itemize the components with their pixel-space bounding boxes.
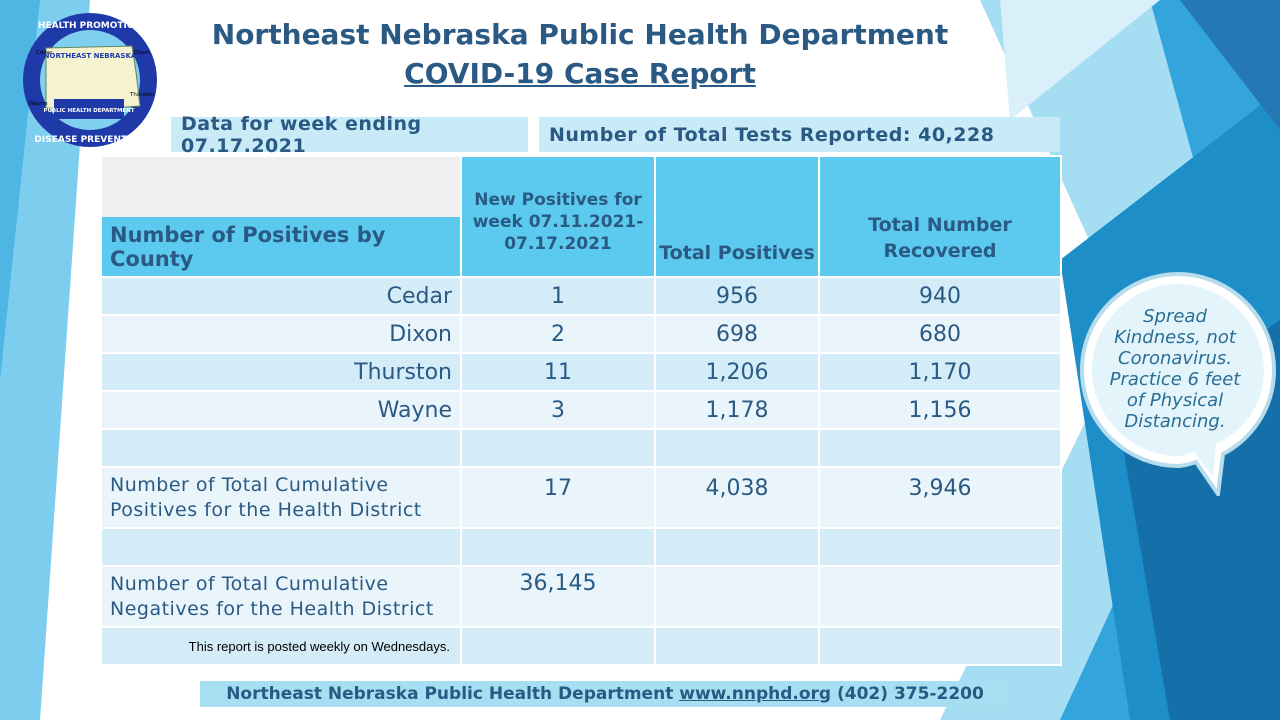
empty-cell <box>818 565 1062 628</box>
note-row: This report is posted weekly on Wednesda… <box>100 626 1062 666</box>
new-positives-value: 11 <box>460 352 656 392</box>
recovered-value: 940 <box>818 276 1062 316</box>
bubble-text: Spread Kindness, not Coronavirus. Practi… <box>1109 306 1241 432</box>
footer-org: Northeast Nebraska Public Health Departm… <box>226 684 674 704</box>
cumulative-new-value: 17 <box>460 466 656 529</box>
logo-top-text: HEALTH PROMOTION <box>38 21 142 31</box>
cumulative-negatives-value: 36,145 <box>460 565 656 628</box>
week-ending-box: Data for week ending 07.17.2021 <box>171 113 528 157</box>
footer-website-link[interactable]: www.nnphd.org <box>679 684 832 704</box>
empty-cell <box>654 565 820 628</box>
recovered-value: 1,170 <box>818 352 1062 392</box>
header-new-positives: New Positives for week 07.11.2021-07.17.… <box>460 155 656 278</box>
header-county-cell: Number of Positives by County <box>100 155 462 278</box>
logo-county-dixon: Dixon <box>134 50 150 56</box>
county-name: Cedar <box>100 276 462 316</box>
footer-phone: (402) 375-2200 <box>837 684 984 704</box>
logo: HEALTH PROMOTION DISEASE PREVENTION NORT… <box>12 10 168 150</box>
week-ending-text: Data for week ending 07.17.2021 <box>181 112 422 157</box>
table-row: Cedar 1 956 940 <box>100 276 1062 316</box>
new-positives-value: 2 <box>460 314 656 354</box>
cumulative-negatives-row: Number of Total Cumulative Negatives for… <box>100 565 1062 628</box>
page-subtitle: COVID-19 Case Report <box>200 57 960 90</box>
cumulative-positives-row: Number of Total Cumulative Positives for… <box>100 466 1062 529</box>
subtitle-text: COVID-19 Case Report <box>404 57 756 90</box>
spacer-cell <box>818 527 1062 567</box>
recovered-value: 680 <box>818 314 1062 354</box>
case-table: Number of Positives by County New Positi… <box>100 155 1062 666</box>
logo-center-title: NORTHEAST NEBRASKA <box>44 52 137 60</box>
page-title: Northeast Nebraska Public Health Departm… <box>211 18 949 51</box>
table-row: Wayne 3 1,178 1,156 <box>100 390 1062 430</box>
table-header-row: Number of Positives by County New Positi… <box>100 155 1062 278</box>
header-county: Number of Positives by County <box>102 217 460 276</box>
logo-county-thurston: Thurston <box>129 92 155 98</box>
empty-cell <box>460 626 656 666</box>
cumulative-negatives-label: Number of Total Cumulative Negatives for… <box>100 565 462 628</box>
total-tests-box: Number of Total Tests Reported: 40,228 <box>539 117 1060 152</box>
total-positives-value: 1,178 <box>654 390 820 430</box>
spacer-cell <box>460 527 656 567</box>
spacer-cell <box>100 527 462 567</box>
spacer-cell <box>818 428 1062 468</box>
spacer-cell <box>460 428 656 468</box>
footer-bar: Northeast Nebraska Public Health Departm… <box>200 681 1010 707</box>
table-row: Dixon 2 698 680 <box>100 314 1062 354</box>
cumulative-total-value: 4,038 <box>654 466 820 529</box>
logo-bottom-text: DISEASE PREVENTION <box>34 135 145 145</box>
logo-county-cedar: Cedar <box>36 50 53 56</box>
total-positives-value: 698 <box>654 314 820 354</box>
table-row: Thurston 11 1,206 1,170 <box>100 352 1062 392</box>
county-name: Dixon <box>100 314 462 354</box>
table-spacer-row <box>100 527 1062 567</box>
total-positives-value: 956 <box>654 276 820 316</box>
total-tests-text: Number of Total Tests Reported: 40,228 <box>549 123 995 146</box>
header-recovered: Total Number Recovered <box>818 155 1062 278</box>
total-positives-value: 1,206 <box>654 352 820 392</box>
spacer-cell <box>654 527 820 567</box>
cumulative-positives-label: Number of Total Cumulative Positives for… <box>100 466 462 529</box>
spacer-cell <box>654 428 820 468</box>
county-name: Wayne <box>100 390 462 430</box>
county-name: Thurston <box>100 352 462 392</box>
header-total-positives: Total Positives <box>654 155 820 278</box>
spacer-cell <box>100 428 462 468</box>
speech-bubble <box>1079 271 1277 496</box>
empty-cell <box>818 626 1062 666</box>
table-spacer-row <box>100 428 1062 468</box>
recovered-value: 1,156 <box>818 390 1062 430</box>
new-positives-value: 1 <box>460 276 656 316</box>
new-positives-value: 3 <box>460 390 656 430</box>
report-note: This report is posted weekly on Wednesda… <box>100 626 462 666</box>
logo-county-wayne: Wayne <box>29 101 48 107</box>
empty-cell <box>654 626 820 666</box>
cumulative-recovered-value: 3,946 <box>818 466 1062 529</box>
logo-center-sub: PUBLIC HEALTH DEPARTMENT <box>43 108 134 114</box>
